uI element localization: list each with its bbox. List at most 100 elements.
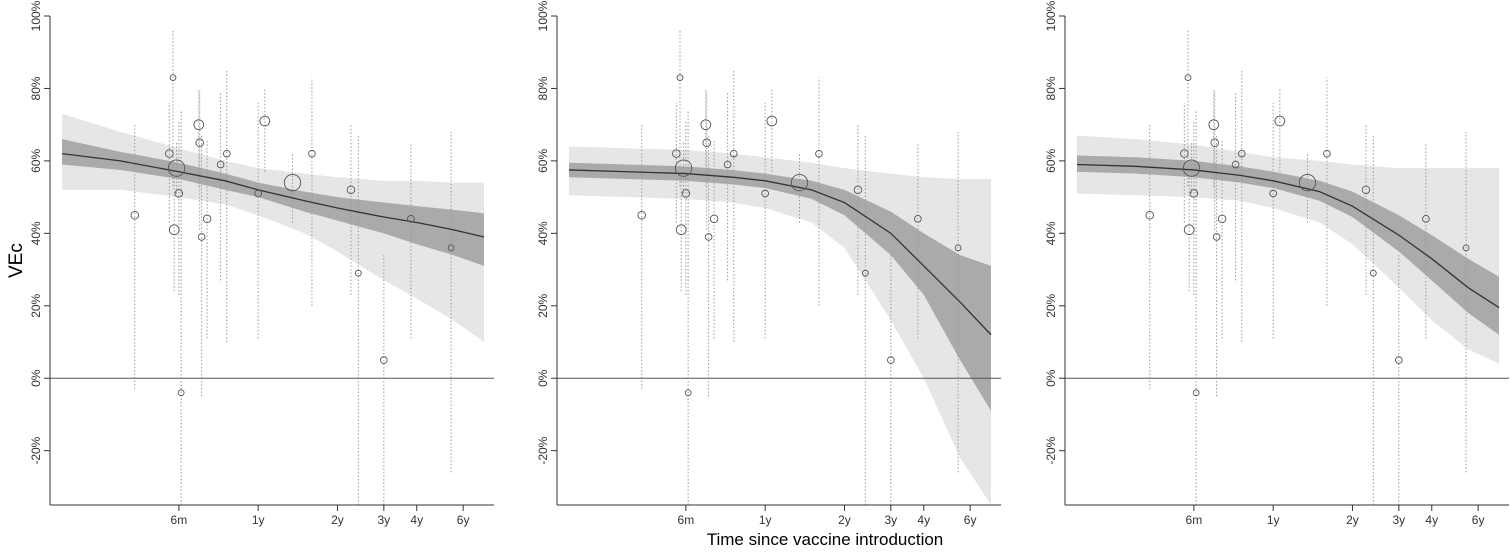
data-point	[1145, 210, 1155, 220]
data-point	[684, 389, 692, 397]
y-tick-label: 20%	[29, 293, 43, 317]
data-point	[174, 189, 184, 198]
panel-1: -20% 0% 20% 40% 60% 80% 100% 6m 1y 2y 3y 4y 6y	[29, 0, 494, 527]
data-point	[704, 233, 713, 241]
data-point	[165, 149, 174, 158]
data-point	[1323, 149, 1331, 158]
data-point	[1298, 173, 1317, 192]
x-tick-label: 3y	[885, 513, 898, 527]
data-point	[130, 210, 140, 220]
inner-confidence-band	[62, 139, 484, 266]
data-point	[1192, 389, 1200, 397]
y-tick-label: 40%	[29, 221, 43, 245]
x-tick-label: 1y	[1267, 513, 1280, 527]
y-tick-label: 100%	[536, 0, 550, 31]
data-point	[761, 189, 769, 198]
data-point	[259, 115, 271, 127]
y-tick-label: 60%	[536, 149, 550, 173]
data-point	[169, 74, 177, 81]
x-tick-label: 1y	[252, 513, 265, 527]
data-point	[914, 215, 922, 223]
data-point	[1369, 269, 1377, 277]
data-point	[700, 119, 712, 131]
y-tick-label: 80%	[536, 76, 550, 100]
data-point	[853, 185, 863, 195]
data-point	[1395, 356, 1403, 364]
panel-2: -20% 0% 20% 40% 60% 80% 100% 6m 1y 2y 3y 4y 6y	[536, 0, 1001, 527]
y-tick-label: 80%	[29, 76, 43, 100]
data-point	[1184, 74, 1192, 81]
data-point	[195, 138, 204, 148]
data-point	[216, 160, 225, 169]
data-point	[346, 185, 356, 195]
data-point	[637, 210, 647, 220]
x-tick-label: 6m	[678, 513, 695, 527]
data-point	[1183, 224, 1195, 236]
x-axis-title: Time since vaccine introduction	[706, 530, 944, 549]
data-point	[709, 214, 719, 224]
data-point	[354, 269, 362, 277]
data-point	[1182, 159, 1201, 177]
data-point	[254, 189, 262, 198]
outer-confidence-band	[569, 146, 991, 505]
data-point	[1189, 189, 1199, 198]
data-point	[177, 389, 185, 397]
y-tick-label: 100%	[1044, 0, 1058, 31]
data-point	[407, 215, 415, 223]
y-tick-label: 0%	[29, 369, 43, 387]
data-point	[815, 149, 823, 158]
y-tick-label: -20%	[1044, 436, 1058, 464]
data-point	[887, 356, 895, 364]
data-point	[672, 149, 681, 158]
x-tick-label: 2y	[331, 513, 344, 527]
data-point	[447, 244, 455, 252]
data-point	[1361, 185, 1371, 195]
x-tick-label: 6y	[457, 513, 470, 527]
data-point	[1180, 149, 1189, 158]
data-point	[1269, 189, 1277, 198]
data-point	[954, 244, 962, 252]
data-point	[1210, 138, 1219, 148]
y-tick-label: -20%	[536, 436, 550, 464]
data-point	[1212, 233, 1221, 241]
data-point	[222, 149, 231, 158]
x-tick-label: 6y	[964, 513, 977, 527]
data-point	[702, 138, 711, 148]
y-tick-label: 100%	[29, 0, 43, 31]
data-point	[861, 269, 869, 277]
data-point	[193, 119, 205, 131]
x-tick-label: 4y	[410, 513, 423, 527]
x-tick-label: 2y	[1346, 513, 1359, 527]
data-point	[202, 214, 212, 224]
data-point	[790, 173, 809, 192]
fitted-line	[568, 169, 992, 336]
data-point	[380, 356, 388, 364]
x-tick-label: 2y	[838, 513, 851, 527]
x-tick-label: 1y	[759, 513, 772, 527]
data-point	[168, 224, 180, 236]
data-point	[1422, 215, 1430, 223]
y-tick-label: 0%	[536, 369, 550, 387]
x-tick-label: 3y	[1393, 513, 1406, 527]
fitted-line	[61, 152, 485, 238]
y-tick-label: -20%	[29, 436, 43, 464]
x-tick-label: 6m	[171, 513, 188, 527]
data-point	[197, 233, 206, 241]
data-point	[1274, 115, 1286, 127]
inner-confidence-band	[1077, 155, 1499, 335]
outer-confidence-band	[1077, 135, 1499, 364]
y-tick-label: 40%	[536, 221, 550, 245]
data-point	[1217, 214, 1227, 224]
x-tick-label: 6m	[1186, 513, 1203, 527]
y-tick-label: 60%	[1044, 149, 1058, 173]
data-point	[766, 115, 778, 127]
y-tick-label: 20%	[1044, 293, 1058, 317]
data-point	[675, 224, 687, 236]
data-point	[729, 149, 738, 158]
data-point	[681, 189, 691, 198]
y-tick-label: 80%	[1044, 76, 1058, 100]
data-point	[308, 149, 316, 158]
data-point	[1231, 160, 1240, 169]
